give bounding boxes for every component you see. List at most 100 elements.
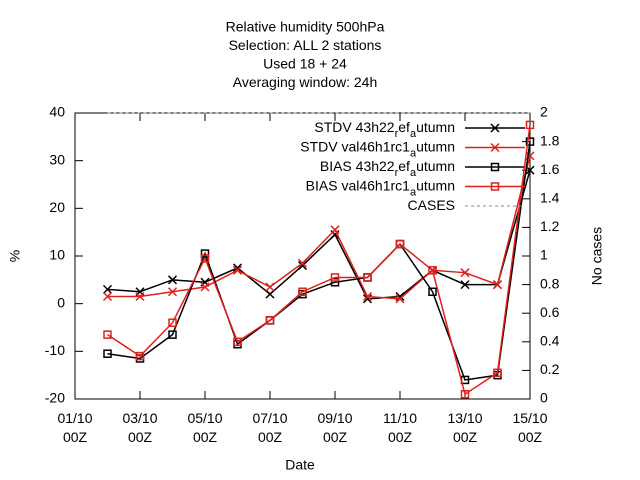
legend-text-part: STDV val46h1rc1 bbox=[300, 138, 410, 154]
x-tick-label-line: 00Z bbox=[453, 429, 478, 445]
y-tick-label: 20 bbox=[49, 199, 65, 215]
legend-text-part: BIAS 43h22 bbox=[320, 158, 395, 174]
x-tick-label-line: 07/10 bbox=[252, 410, 287, 426]
y2-tick-label: 0.8 bbox=[540, 275, 560, 291]
point-marker bbox=[460, 280, 470, 290]
x-tick-label-line: 05/10 bbox=[187, 410, 222, 426]
legend-text-part: a bbox=[410, 167, 417, 179]
point-marker bbox=[395, 294, 405, 304]
x-tick-label: 05/10 00Z bbox=[187, 410, 222, 445]
point-marker bbox=[102, 291, 113, 302]
y-tick-label: -10 bbox=[45, 342, 65, 358]
point-marker bbox=[363, 273, 372, 282]
x-tick-label: 13/10 00Z bbox=[447, 410, 482, 445]
point-marker bbox=[167, 275, 178, 285]
legend-text-part: utumn bbox=[416, 119, 455, 135]
x-tick-label: 15/10 00Z bbox=[512, 410, 547, 445]
legend-label: STDV 43h22refautumn bbox=[314, 119, 455, 140]
point-marker bbox=[103, 330, 112, 339]
x-tick-label-line: 00Z bbox=[63, 429, 88, 445]
point-marker bbox=[362, 291, 373, 302]
legend-label: CASES bbox=[408, 197, 455, 213]
legend-text-part: STDV 43h22 bbox=[314, 119, 394, 135]
legend-text-part: CASES bbox=[408, 197, 455, 213]
point-marker bbox=[493, 368, 502, 378]
x-axis-label: Date bbox=[285, 457, 315, 473]
point-marker bbox=[103, 349, 112, 358]
x-tick-label-line: 11/10 bbox=[383, 410, 417, 426]
x-tick-label-line: 09/10 bbox=[317, 410, 352, 426]
legend-text-part: ef bbox=[398, 158, 410, 174]
x-tick-label-line: 00Z bbox=[388, 429, 413, 445]
y2-tick-label: 0.2 bbox=[540, 361, 560, 377]
legend-text-part: r bbox=[395, 167, 399, 179]
point-marker bbox=[102, 284, 113, 294]
y-tick-label: 10 bbox=[49, 247, 65, 263]
y2-tick-label: 1.2 bbox=[540, 218, 560, 234]
point-marker bbox=[330, 277, 340, 287]
x-tick-label: 03/10 00Z bbox=[122, 410, 157, 445]
legend-text-part: utumn bbox=[416, 138, 455, 154]
y2-tick-label: 1.6 bbox=[540, 161, 560, 177]
point-marker bbox=[297, 258, 308, 268]
point-marker bbox=[297, 261, 308, 271]
point-marker bbox=[168, 318, 177, 327]
point-marker bbox=[525, 120, 535, 130]
point-marker bbox=[428, 266, 437, 275]
point-marker bbox=[298, 287, 307, 296]
y2-tick-label: 1.4 bbox=[540, 190, 560, 206]
y2-axis-label: No cases bbox=[589, 227, 605, 285]
y-tick-label: -20 bbox=[45, 390, 65, 406]
x-tick-label-line: 00Z bbox=[258, 429, 283, 445]
chart-title: Averaging window: 24h bbox=[233, 74, 378, 90]
legend-label: STDV val46h1rc1autumn bbox=[300, 138, 455, 159]
point-marker bbox=[265, 316, 275, 325]
legend-label: BIAS 43h22refautumn bbox=[320, 158, 455, 179]
y-tick-label: 40 bbox=[49, 104, 65, 120]
y2-tick-label: 0.6 bbox=[540, 304, 560, 320]
y2-tick-label: 1.8 bbox=[540, 132, 560, 148]
x-tick-label: 07/10 00Z bbox=[252, 410, 287, 445]
point-marker bbox=[265, 289, 275, 299]
x-tick-label-line: 00Z bbox=[128, 429, 153, 445]
y2-tick-label: 1 bbox=[540, 247, 548, 263]
y2-tick-label: 0 bbox=[540, 390, 548, 406]
point-marker bbox=[232, 265, 243, 275]
legend-text-part: a bbox=[410, 147, 417, 159]
point-marker bbox=[135, 291, 145, 302]
point-marker bbox=[490, 142, 500, 153]
series-line bbox=[107, 141, 531, 381]
point-marker bbox=[490, 123, 500, 133]
series-line bbox=[107, 124, 531, 396]
point-marker bbox=[428, 287, 437, 296]
x-tick-label: 09/10 00Z bbox=[317, 410, 352, 445]
point-marker bbox=[492, 280, 503, 290]
point-marker bbox=[200, 282, 210, 292]
x-tick-label-line: 01/10 bbox=[57, 410, 92, 426]
point-marker bbox=[460, 389, 470, 399]
y-tick-label: 0 bbox=[57, 294, 65, 310]
point-marker bbox=[490, 162, 500, 172]
x-tick-label-line: 00Z bbox=[518, 429, 543, 445]
point-marker bbox=[330, 273, 340, 282]
y-tick-label: 30 bbox=[49, 151, 65, 167]
y-axis-label: % bbox=[7, 250, 23, 262]
legend-text-part: a bbox=[410, 186, 417, 198]
point-marker bbox=[265, 282, 275, 292]
legend-text-part: utumn bbox=[416, 177, 455, 193]
chart-title: Relative humidity 500hPa bbox=[226, 19, 385, 35]
legend-text-part: a bbox=[410, 128, 417, 140]
x-tick-label: 01/10 00Z bbox=[57, 410, 92, 445]
x-tick-label-line: 15/10 bbox=[512, 410, 547, 426]
point-marker bbox=[490, 182, 500, 191]
point-marker bbox=[168, 330, 177, 339]
x-tick-label-line: 00Z bbox=[193, 429, 218, 445]
y2-tick-label: 2 bbox=[540, 104, 548, 120]
point-marker bbox=[395, 239, 405, 249]
point-marker bbox=[330, 225, 340, 235]
legend-text-part: BIAS val46h1rc1 bbox=[306, 177, 410, 193]
point-marker bbox=[233, 337, 242, 347]
legend-text-part: ef bbox=[398, 119, 410, 135]
chart-title: Used 18 + 24 bbox=[263, 56, 347, 72]
